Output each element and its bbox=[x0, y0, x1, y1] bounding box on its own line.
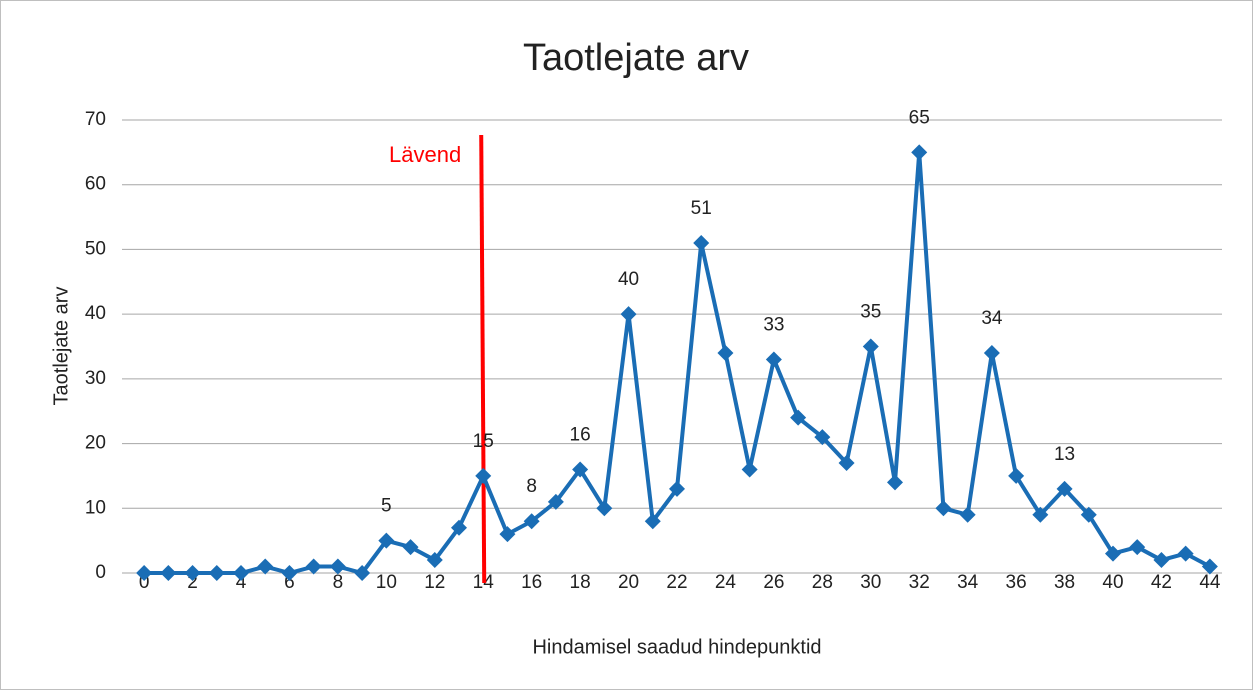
marker bbox=[184, 565, 201, 581]
marker bbox=[160, 565, 177, 581]
marker bbox=[378, 532, 395, 549]
x-tick-label: 36 bbox=[1006, 572, 1027, 593]
x-tick-label: 16 bbox=[521, 572, 542, 593]
x-tick-label: 40 bbox=[1102, 572, 1123, 593]
marker bbox=[136, 565, 153, 581]
data-label: 51 bbox=[691, 198, 712, 219]
x-tick-label: 10 bbox=[376, 572, 397, 593]
threshold-label: Lävend bbox=[389, 142, 461, 167]
marker bbox=[596, 500, 613, 517]
marker bbox=[814, 429, 831, 446]
marker bbox=[451, 519, 467, 536]
marker bbox=[329, 558, 346, 575]
marker bbox=[547, 493, 564, 510]
x-tick-label: 28 bbox=[812, 572, 833, 593]
x-tick-label: 44 bbox=[1199, 572, 1221, 593]
chart-title: Taotlejate arv bbox=[523, 37, 749, 79]
y-tick-label: 30 bbox=[85, 368, 106, 389]
x-tick-label: 12 bbox=[424, 572, 445, 593]
x-tick-label: 32 bbox=[909, 572, 930, 593]
marker bbox=[911, 144, 928, 161]
marker bbox=[1080, 506, 1097, 523]
marker bbox=[1056, 480, 1073, 497]
marker bbox=[281, 565, 298, 581]
data-label: 5 bbox=[381, 496, 392, 517]
data-label: 15 bbox=[473, 431, 494, 452]
marker bbox=[475, 467, 492, 484]
marker bbox=[499, 526, 516, 543]
marker bbox=[693, 234, 710, 251]
x-tick-label: 4 bbox=[236, 572, 247, 593]
marker bbox=[1105, 545, 1121, 562]
y-tick-label: 20 bbox=[85, 433, 106, 454]
marker bbox=[1032, 506, 1049, 523]
marker bbox=[1201, 558, 1218, 575]
x-tick-label: 20 bbox=[618, 572, 639, 593]
marker bbox=[1008, 467, 1025, 484]
data-label: 35 bbox=[860, 302, 881, 323]
marker bbox=[402, 539, 419, 556]
marker bbox=[208, 565, 225, 581]
marker bbox=[935, 500, 952, 517]
marker bbox=[1177, 545, 1194, 562]
y-tick-label: 50 bbox=[85, 238, 106, 259]
data-label: 16 bbox=[570, 424, 591, 445]
y-tick-label: 70 bbox=[85, 109, 106, 130]
x-tick-label: 26 bbox=[763, 572, 784, 593]
marker bbox=[644, 513, 661, 530]
marker bbox=[233, 565, 249, 581]
marker bbox=[887, 474, 903, 491]
marker bbox=[305, 558, 322, 575]
x-tick-label: 30 bbox=[860, 572, 881, 593]
x-tick-label: 6 bbox=[284, 572, 295, 593]
data-label: 33 bbox=[763, 314, 784, 335]
marker bbox=[765, 351, 782, 368]
threshold-line bbox=[479, 134, 487, 584]
x-tick-label: 42 bbox=[1151, 572, 1172, 593]
x-tick-label: 24 bbox=[715, 572, 737, 593]
marker bbox=[523, 513, 540, 530]
marker bbox=[717, 344, 734, 361]
data-label: 13 bbox=[1054, 444, 1075, 465]
marker bbox=[959, 506, 976, 523]
y-tick-label: 40 bbox=[85, 303, 106, 324]
marker bbox=[983, 344, 1000, 361]
x-axis-label: Hindamisel saadud hindepunktid bbox=[532, 636, 821, 658]
data-label: 40 bbox=[618, 269, 639, 290]
marker bbox=[354, 565, 371, 581]
marker bbox=[426, 552, 443, 569]
marker bbox=[572, 461, 589, 478]
x-tick-label: 8 bbox=[333, 572, 344, 593]
marker bbox=[669, 480, 685, 497]
marker bbox=[741, 461, 758, 478]
marker bbox=[257, 558, 274, 575]
x-tick-label: 34 bbox=[957, 572, 979, 593]
x-tick-label: 22 bbox=[666, 572, 687, 593]
y-axis-label: Taotlejate arv bbox=[50, 287, 72, 406]
y-tick-label: 10 bbox=[85, 497, 106, 518]
marker bbox=[1153, 552, 1170, 569]
x-tick-label: 18 bbox=[570, 572, 591, 593]
data-label: 34 bbox=[981, 308, 1003, 329]
y-tick-label: 60 bbox=[85, 174, 106, 195]
marker bbox=[838, 454, 855, 471]
marker bbox=[862, 338, 879, 355]
x-tick-label: 2 bbox=[187, 572, 198, 593]
marker bbox=[620, 306, 637, 323]
x-tick-label: 0 bbox=[139, 572, 150, 593]
data-label: 8 bbox=[526, 476, 537, 497]
marker bbox=[790, 409, 807, 426]
data-label: 65 bbox=[909, 107, 930, 128]
x-tick-label: 38 bbox=[1054, 572, 1075, 593]
marker bbox=[1129, 539, 1146, 556]
y-tick-label: 0 bbox=[95, 562, 106, 583]
